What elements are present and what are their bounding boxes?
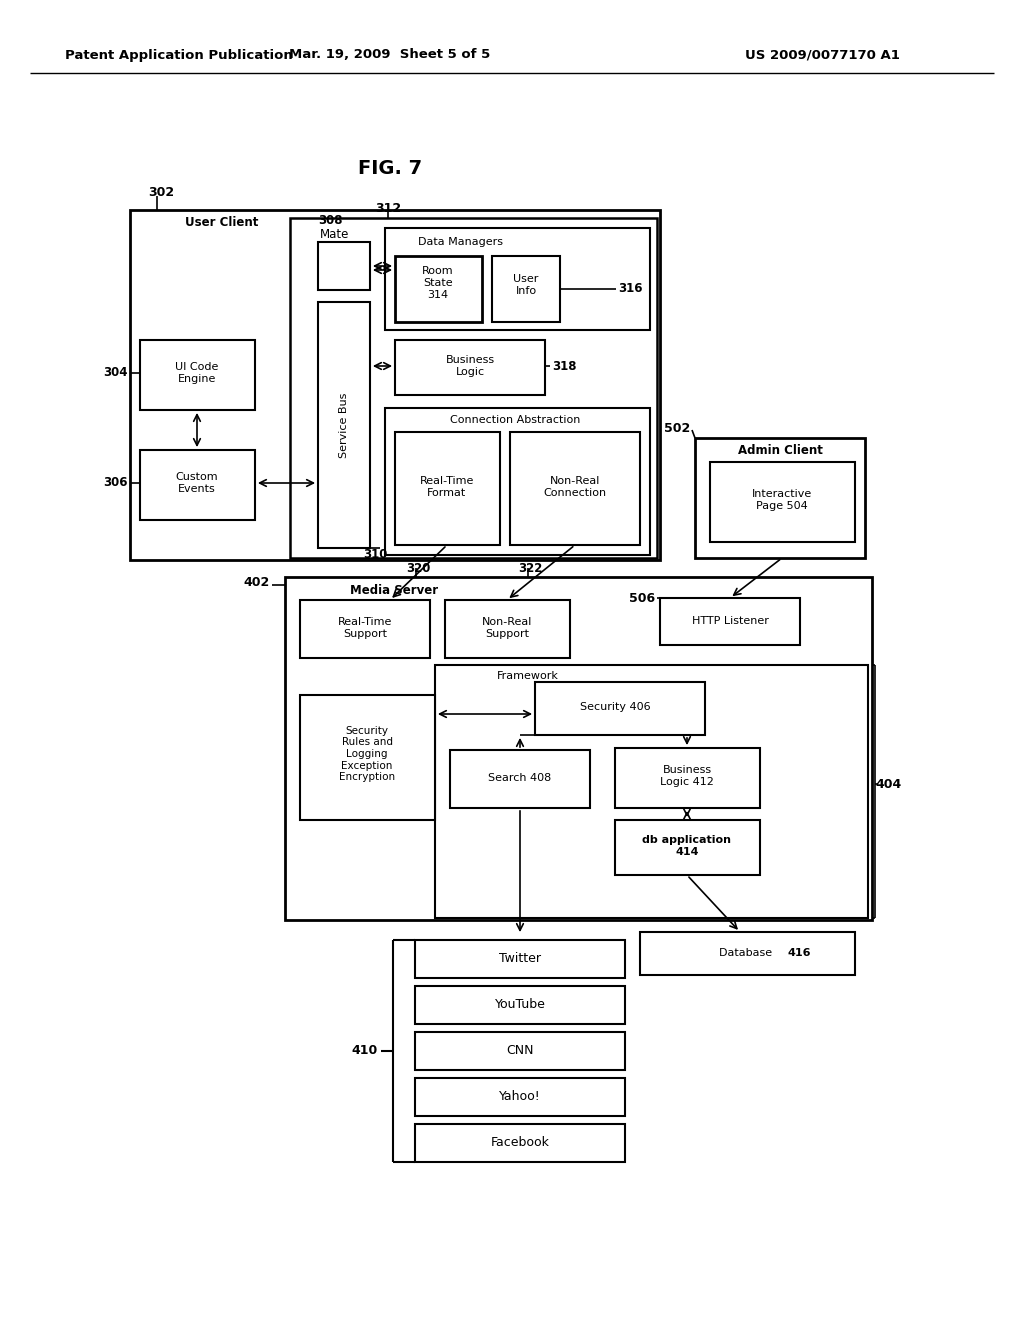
Bar: [290, 218, 657, 558]
Text: 404: 404: [874, 779, 901, 792]
Text: Business
Logic: Business Logic: [445, 355, 495, 376]
Text: 506: 506: [629, 591, 655, 605]
Text: Custom
Events: Custom Events: [176, 473, 218, 494]
Bar: [318, 302, 370, 548]
Text: 410: 410: [352, 1044, 378, 1057]
Text: 316: 316: [618, 282, 642, 296]
Text: Non-Real
Support: Non-Real Support: [482, 618, 532, 639]
Text: 306: 306: [103, 477, 128, 490]
Text: Connection Abstraction: Connection Abstraction: [450, 414, 581, 425]
Text: 416: 416: [787, 948, 811, 958]
Bar: [385, 408, 650, 554]
Text: HTTP Listener: HTTP Listener: [691, 616, 768, 626]
Text: 318: 318: [552, 359, 577, 372]
Text: Room
State
314: Room State 314: [422, 267, 454, 300]
Text: Non-Real
Connection: Non-Real Connection: [544, 477, 606, 498]
Bar: [445, 601, 570, 657]
Text: FIG. 7: FIG. 7: [358, 158, 422, 177]
Text: 320: 320: [406, 561, 430, 574]
Text: User
Info: User Info: [513, 275, 539, 296]
Text: 302: 302: [148, 186, 174, 199]
Text: 402: 402: [244, 577, 270, 590]
Bar: [640, 932, 855, 975]
Bar: [300, 601, 430, 657]
Bar: [300, 696, 435, 820]
Text: Mate: Mate: [321, 227, 349, 240]
Bar: [492, 256, 560, 322]
Text: Real-Time
Support: Real-Time Support: [338, 618, 392, 639]
Text: 322: 322: [518, 561, 542, 574]
Text: Facebook: Facebook: [490, 1137, 550, 1150]
Bar: [395, 341, 545, 395]
Text: 308: 308: [318, 214, 342, 227]
Bar: [415, 1032, 625, 1071]
Text: UI Code
Engine: UI Code Engine: [175, 362, 219, 384]
Text: User Client: User Client: [185, 215, 258, 228]
Bar: [395, 256, 482, 322]
Bar: [435, 665, 868, 917]
Text: Search 408: Search 408: [488, 774, 552, 783]
Text: Data Managers: Data Managers: [418, 238, 503, 247]
Text: 304: 304: [103, 367, 128, 380]
Bar: [415, 1125, 625, 1162]
Text: Business
Logic 412: Business Logic 412: [660, 766, 714, 787]
Text: Database: Database: [719, 948, 775, 958]
Bar: [318, 242, 370, 290]
Bar: [615, 748, 760, 808]
Text: YouTube: YouTube: [495, 998, 546, 1011]
Text: CNN: CNN: [506, 1044, 534, 1057]
Bar: [415, 940, 625, 978]
Text: Service Bus: Service Bus: [339, 392, 349, 458]
Bar: [385, 228, 650, 330]
Text: Mar. 19, 2009  Sheet 5 of 5: Mar. 19, 2009 Sheet 5 of 5: [290, 49, 490, 62]
Bar: [660, 598, 800, 645]
Text: db application
414: db application 414: [642, 836, 731, 857]
Text: Twitter: Twitter: [499, 953, 541, 965]
Bar: [415, 1078, 625, 1115]
Bar: [510, 432, 640, 545]
Bar: [140, 450, 255, 520]
Bar: [615, 820, 760, 875]
Text: Security
Rules and
Logging
Exception
Encryption: Security Rules and Logging Exception Enc…: [339, 726, 395, 783]
Bar: [130, 210, 660, 560]
Text: Real-Time
Format: Real-Time Format: [420, 477, 474, 498]
Text: Yahoo!: Yahoo!: [499, 1090, 541, 1104]
Text: Interactive
Page 504: Interactive Page 504: [752, 490, 812, 511]
Bar: [450, 750, 590, 808]
Text: Security 406: Security 406: [580, 702, 650, 711]
Text: Admin Client: Admin Client: [737, 444, 822, 457]
Text: 310: 310: [362, 548, 387, 561]
Text: Framework: Framework: [497, 671, 559, 681]
Text: US 2009/0077170 A1: US 2009/0077170 A1: [745, 49, 900, 62]
Bar: [395, 432, 500, 545]
Bar: [140, 341, 255, 411]
Bar: [415, 986, 625, 1024]
Text: Patent Application Publication: Patent Application Publication: [65, 49, 293, 62]
Bar: [535, 682, 705, 735]
Text: Media Server: Media Server: [350, 583, 438, 597]
Text: 502: 502: [664, 421, 690, 434]
Text: 312: 312: [375, 202, 401, 214]
Bar: [695, 438, 865, 558]
Bar: [285, 577, 872, 920]
Bar: [710, 462, 855, 543]
